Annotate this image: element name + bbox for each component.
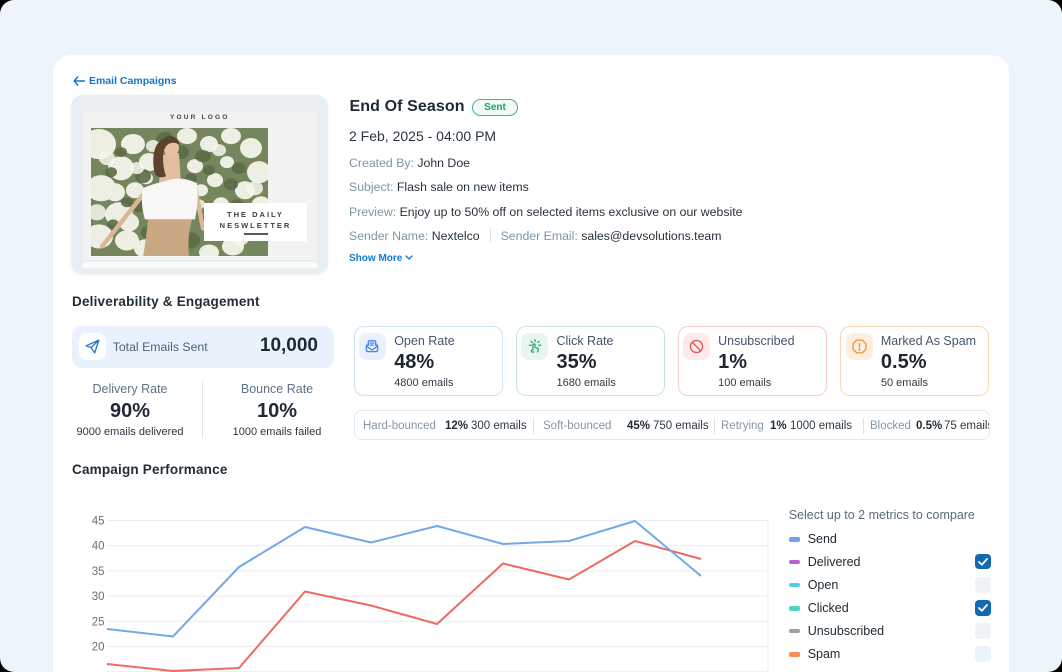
svg-text:20: 20	[92, 642, 105, 654]
svg-text:30: 30	[92, 591, 105, 603]
svg-text:25: 25	[92, 616, 105, 628]
svg-text:40: 40	[92, 541, 105, 553]
svg-text:35: 35	[92, 566, 105, 578]
svg-text:45: 45	[92, 516, 105, 528]
